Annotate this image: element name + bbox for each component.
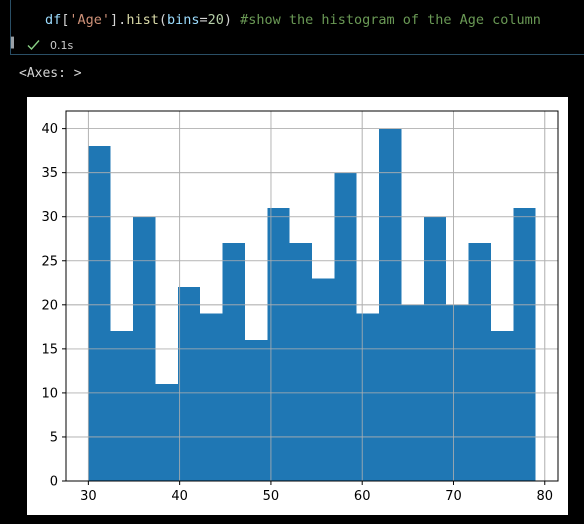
code-token-paren-close: ) bbox=[223, 12, 241, 28]
y-tick-label: 10 bbox=[41, 386, 58, 401]
histogram-bar bbox=[289, 243, 312, 481]
y-tick-label: 25 bbox=[41, 254, 58, 269]
y-tick-label: 40 bbox=[41, 122, 58, 137]
code-token-method: hist bbox=[126, 12, 159, 28]
histogram-bar bbox=[356, 313, 380, 481]
histogram-bar bbox=[513, 207, 536, 481]
histogram-chart: 30 40 50 60 70 80 0 5 10 15 20 25 30 35 40 bbox=[41, 110, 559, 504]
histogram-bar bbox=[177, 287, 201, 481]
histogram-bar bbox=[200, 313, 223, 481]
histogram-bar bbox=[334, 172, 357, 481]
code-token-equals: = bbox=[199, 12, 208, 28]
code-token-df: df bbox=[45, 12, 62, 28]
code-token-key: 'Age' bbox=[69, 12, 111, 28]
code-token-bracket-open: [ bbox=[61, 12, 70, 28]
y-tick-label: 35 bbox=[41, 166, 58, 181]
bar-layer bbox=[66, 111, 558, 482]
cell-marker: ▌ bbox=[11, 38, 18, 49]
histogram-bar bbox=[468, 243, 491, 481]
x-tick-label: 70 bbox=[445, 489, 462, 504]
histogram-bar bbox=[267, 207, 290, 481]
x-tick-label: 80 bbox=[536, 489, 553, 504]
y-tick-label: 20 bbox=[41, 298, 58, 313]
code-token-arg-name: bins bbox=[166, 12, 200, 28]
x-tick-label: 60 bbox=[354, 489, 371, 504]
histogram-bar bbox=[88, 146, 111, 481]
histogram-bar bbox=[155, 384, 178, 481]
histogram-bar bbox=[490, 331, 514, 481]
code-token-paren-open: ( bbox=[158, 12, 167, 28]
y-tick-label: 15 bbox=[41, 342, 58, 357]
tick-layer: 30 40 50 60 70 80 0 5 10 15 20 25 30 35 40 bbox=[41, 122, 553, 504]
x-tick-label: 40 bbox=[171, 489, 188, 504]
code-token-bracket-close: ]. bbox=[110, 12, 127, 28]
y-tick-label: 0 bbox=[50, 475, 58, 490]
histogram-bar bbox=[244, 340, 268, 481]
axes-frame bbox=[65, 110, 559, 482]
x-tick-label: 50 bbox=[263, 489, 280, 504]
histogram-figure: 30 40 50 60 70 80 0 5 10 15 20 25 30 35 40 bbox=[27, 97, 568, 515]
code-token-comment: #show the histogram of the Age column bbox=[240, 12, 541, 28]
y-tick-label: 30 bbox=[41, 210, 58, 225]
output-text: <Axes: > bbox=[19, 66, 82, 81]
code-line[interactable]: df['Age'].hist(bins=20) #show the histog… bbox=[45, 11, 541, 29]
histogram-bar bbox=[312, 278, 335, 481]
code-token-arg-value: 20 bbox=[207, 12, 224, 28]
cell-status: 0.1s bbox=[27, 37, 73, 53]
exec-time: 0.1s bbox=[50, 38, 74, 52]
histogram-bar bbox=[110, 331, 134, 481]
histogram-bar bbox=[222, 243, 245, 481]
x-tick-label: 30 bbox=[80, 489, 97, 504]
check-icon bbox=[27, 40, 40, 51]
code-cell[interactable]: ▌ df['Age'].hist(bins=20) #show the hist… bbox=[10, 0, 584, 55]
y-tick-label: 5 bbox=[50, 430, 58, 445]
